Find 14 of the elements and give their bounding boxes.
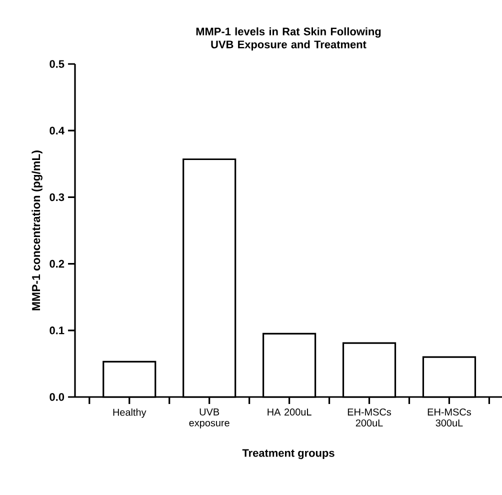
x-tick-label: UVB exposure	[189, 408, 230, 428]
x-tick-label: EH-MSCs 300uL	[428, 408, 472, 426]
y-tick-label: 0.5	[50, 60, 64, 68]
x-tick-label: EH-MSCs 200uL	[348, 408, 392, 426]
y-tick-label: 0.2	[50, 260, 64, 268]
y-axis-title: MMP-1 concentration (pg/mL)	[32, 150, 42, 310]
x-tick-label: HA 200uL	[268, 408, 312, 416]
y-tick-label: 0.1	[50, 326, 64, 334]
x-axis-title: Treatment groups	[242, 449, 334, 460]
chart-title: MMP-1 levels in Rat Skin Following UVB Exposure and Treatment	[196, 27, 381, 50]
y-tick-label: 0.3	[50, 193, 64, 202]
y-tick-label: 0.4	[50, 126, 64, 134]
y-tick-label: 0.0	[50, 393, 64, 401]
x-tick-label: Healthy	[113, 408, 146, 418]
